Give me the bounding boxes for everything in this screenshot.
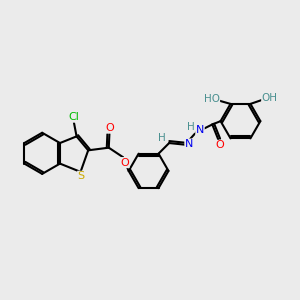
Text: H: H: [187, 122, 194, 133]
Text: S: S: [78, 171, 85, 181]
Text: O: O: [105, 123, 114, 133]
Text: O: O: [216, 140, 225, 150]
Text: O: O: [120, 158, 129, 168]
Text: HO: HO: [204, 94, 220, 103]
Text: H: H: [158, 134, 166, 143]
Text: OH: OH: [262, 93, 278, 103]
Text: N: N: [185, 139, 193, 149]
Text: Cl: Cl: [68, 112, 80, 122]
Text: N: N: [196, 125, 204, 135]
